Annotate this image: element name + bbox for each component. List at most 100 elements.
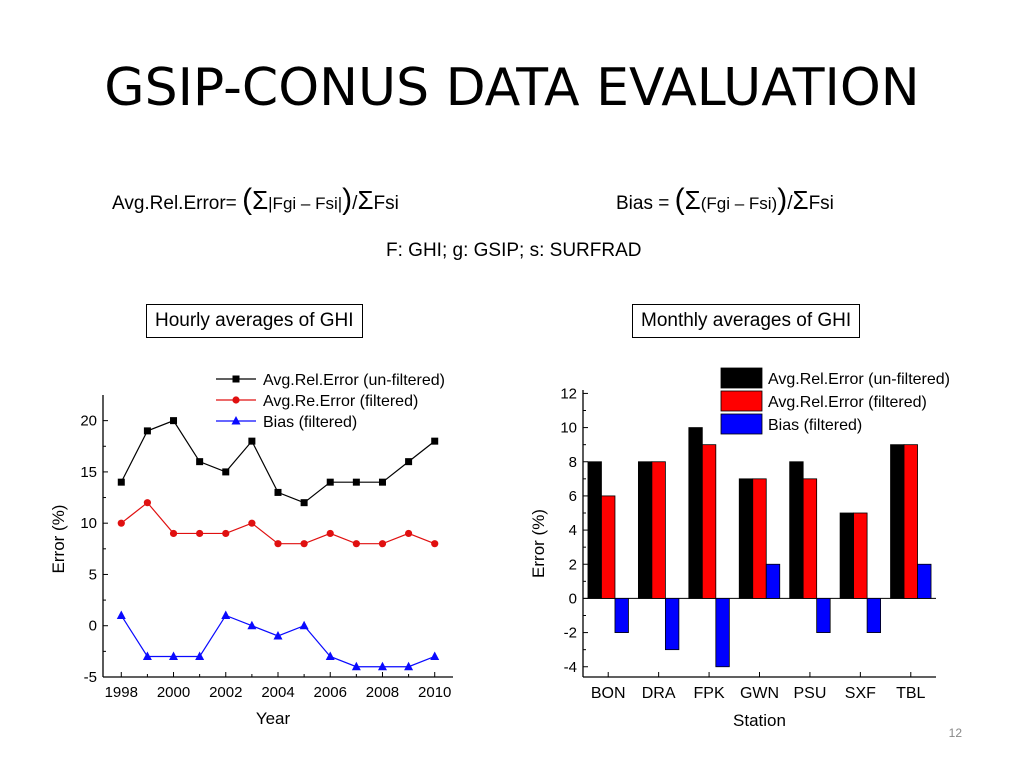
bar: [866, 598, 882, 633]
y-tick-label: -5: [84, 669, 97, 686]
x-tick-label: 2000: [157, 684, 190, 701]
y-tick-label: 0: [569, 590, 577, 607]
bar: [614, 598, 629, 633]
data-point: [274, 488, 282, 496]
bar: [839, 512, 855, 599]
data-point: [116, 610, 126, 619]
y-tick-label: 15: [80, 464, 97, 481]
x-axis-title: Year: [256, 709, 291, 728]
slide-title: GSIP-CONUS DATA EVALUATION: [104, 58, 920, 118]
bar: [903, 444, 918, 599]
bar: [816, 598, 831, 633]
y-tick-label: 8: [569, 454, 577, 471]
x-axis-title: Station: [733, 711, 786, 730]
variable-legend-note: F: GHI; g: GSIP; s: SURFRAD: [386, 240, 642, 261]
data-point: [300, 499, 308, 507]
bar: [601, 495, 616, 599]
bar: [651, 461, 666, 599]
formula-slash: /: [787, 193, 793, 214]
y-tick-label: 0: [89, 618, 97, 635]
bar: [715, 598, 730, 668]
data-point: [117, 478, 125, 486]
hourly-line-chart: -5 0 5 10 15 20 1998 2000 2002 2004 2006 2008 2010 Ye…: [49, 372, 453, 728]
bar: [890, 444, 905, 599]
data-point: [169, 529, 178, 538]
formula-close-paren: ): [342, 183, 353, 216]
bar: [664, 598, 680, 651]
legend-swatch: [720, 413, 763, 435]
formula-term: |Fgi – Fsi|: [268, 194, 343, 213]
bar: [802, 478, 818, 599]
x-tick-label: 2004: [261, 684, 294, 701]
data-point: [274, 540, 282, 548]
x-tick-label: TBL: [896, 685, 925, 702]
bar: [917, 563, 932, 599]
formula-sigma: Σ: [684, 185, 701, 215]
data-point: [248, 519, 256, 527]
legend-label: Avg.Rel.Error (un-filtered): [768, 371, 950, 388]
data-point: [222, 468, 230, 476]
x-tick-label: 1998: [105, 684, 138, 701]
bar: [637, 461, 653, 599]
data-point: [143, 427, 151, 435]
data-point: [404, 661, 414, 671]
data-point: [143, 499, 152, 507]
y-tick-label: 5: [89, 566, 97, 583]
formula-sigma: Σ: [357, 185, 374, 215]
data-point: [326, 529, 334, 538]
x-tick-label: DRA: [642, 685, 676, 702]
formula-sigma: Σ: [792, 185, 809, 215]
data-point: [300, 540, 308, 548]
formula-prefix: Avg.Rel.Error=: [112, 193, 237, 214]
bar: [752, 478, 767, 599]
legend-label: Avg.Rel.Error (filtered): [768, 394, 927, 411]
series-line: [120, 501, 435, 545]
y-tick-label: 10: [560, 420, 577, 437]
legend-swatch-marker: [232, 396, 240, 404]
data-point: [221, 610, 231, 619]
data-point: [273, 630, 283, 640]
legend-swatch: [720, 367, 763, 389]
data-point: [170, 417, 178, 425]
formula-prefix: Bias =: [616, 193, 670, 214]
legend-label: Bias (filtered): [263, 414, 357, 431]
x-tick-label: 2006: [314, 684, 347, 701]
legend-swatch: [720, 390, 763, 412]
data-point: [196, 529, 204, 538]
y-tick-label: 4: [569, 522, 577, 539]
monthly-bar-chart: -4 -2 0 2 4 6 8 10 12 BON DRA FPK GWN PSU SXF TBL Statio…: [529, 367, 950, 730]
monthly-label-box: Monthly averages of GHI: [632, 304, 861, 338]
bar: [688, 427, 703, 599]
legend-label: Bias (filtered): [768, 417, 862, 434]
legend-swatch-marker: [232, 375, 240, 383]
y-axis-title: Error (%): [49, 505, 68, 574]
bar: [765, 563, 781, 599]
formula-denominator: Fsi: [373, 193, 399, 214]
x-tick-label: FPK: [694, 685, 725, 702]
formula-term: (Fgi – Fsi): [700, 194, 778, 213]
x-tick-label: BON: [591, 685, 626, 702]
x-tick-label: GWN: [740, 685, 779, 702]
x-tick-label: SXF: [845, 685, 876, 702]
formula-slash: /: [352, 193, 358, 214]
x-tick-label: 2010: [418, 684, 451, 701]
legend-label: Avg.Re.Error (filtered): [263, 393, 418, 410]
data-point: [142, 651, 152, 660]
legend-label: Avg.Rel.Error (un-filtered): [263, 372, 445, 389]
bias-formula: Bias = (Σ(Fgi – Fsi))/ΣFsi: [616, 183, 834, 217]
formula-open-paren: (: [674, 183, 685, 216]
series-line: [120, 614, 435, 668]
y-tick-label: 12: [560, 385, 577, 402]
x-tick-label: PSU: [793, 685, 826, 702]
data-point: [195, 651, 205, 660]
legend-swatch-marker: [231, 416, 241, 425]
bar: [853, 512, 868, 599]
data-point: [378, 478, 386, 486]
slide-number: 12: [948, 726, 962, 740]
data-point: [431, 437, 439, 445]
data-point: [248, 437, 256, 445]
data-point: [196, 458, 204, 466]
data-point: [378, 540, 387, 548]
y-axis-title: Error (%): [529, 509, 548, 578]
data-point: [325, 651, 335, 660]
